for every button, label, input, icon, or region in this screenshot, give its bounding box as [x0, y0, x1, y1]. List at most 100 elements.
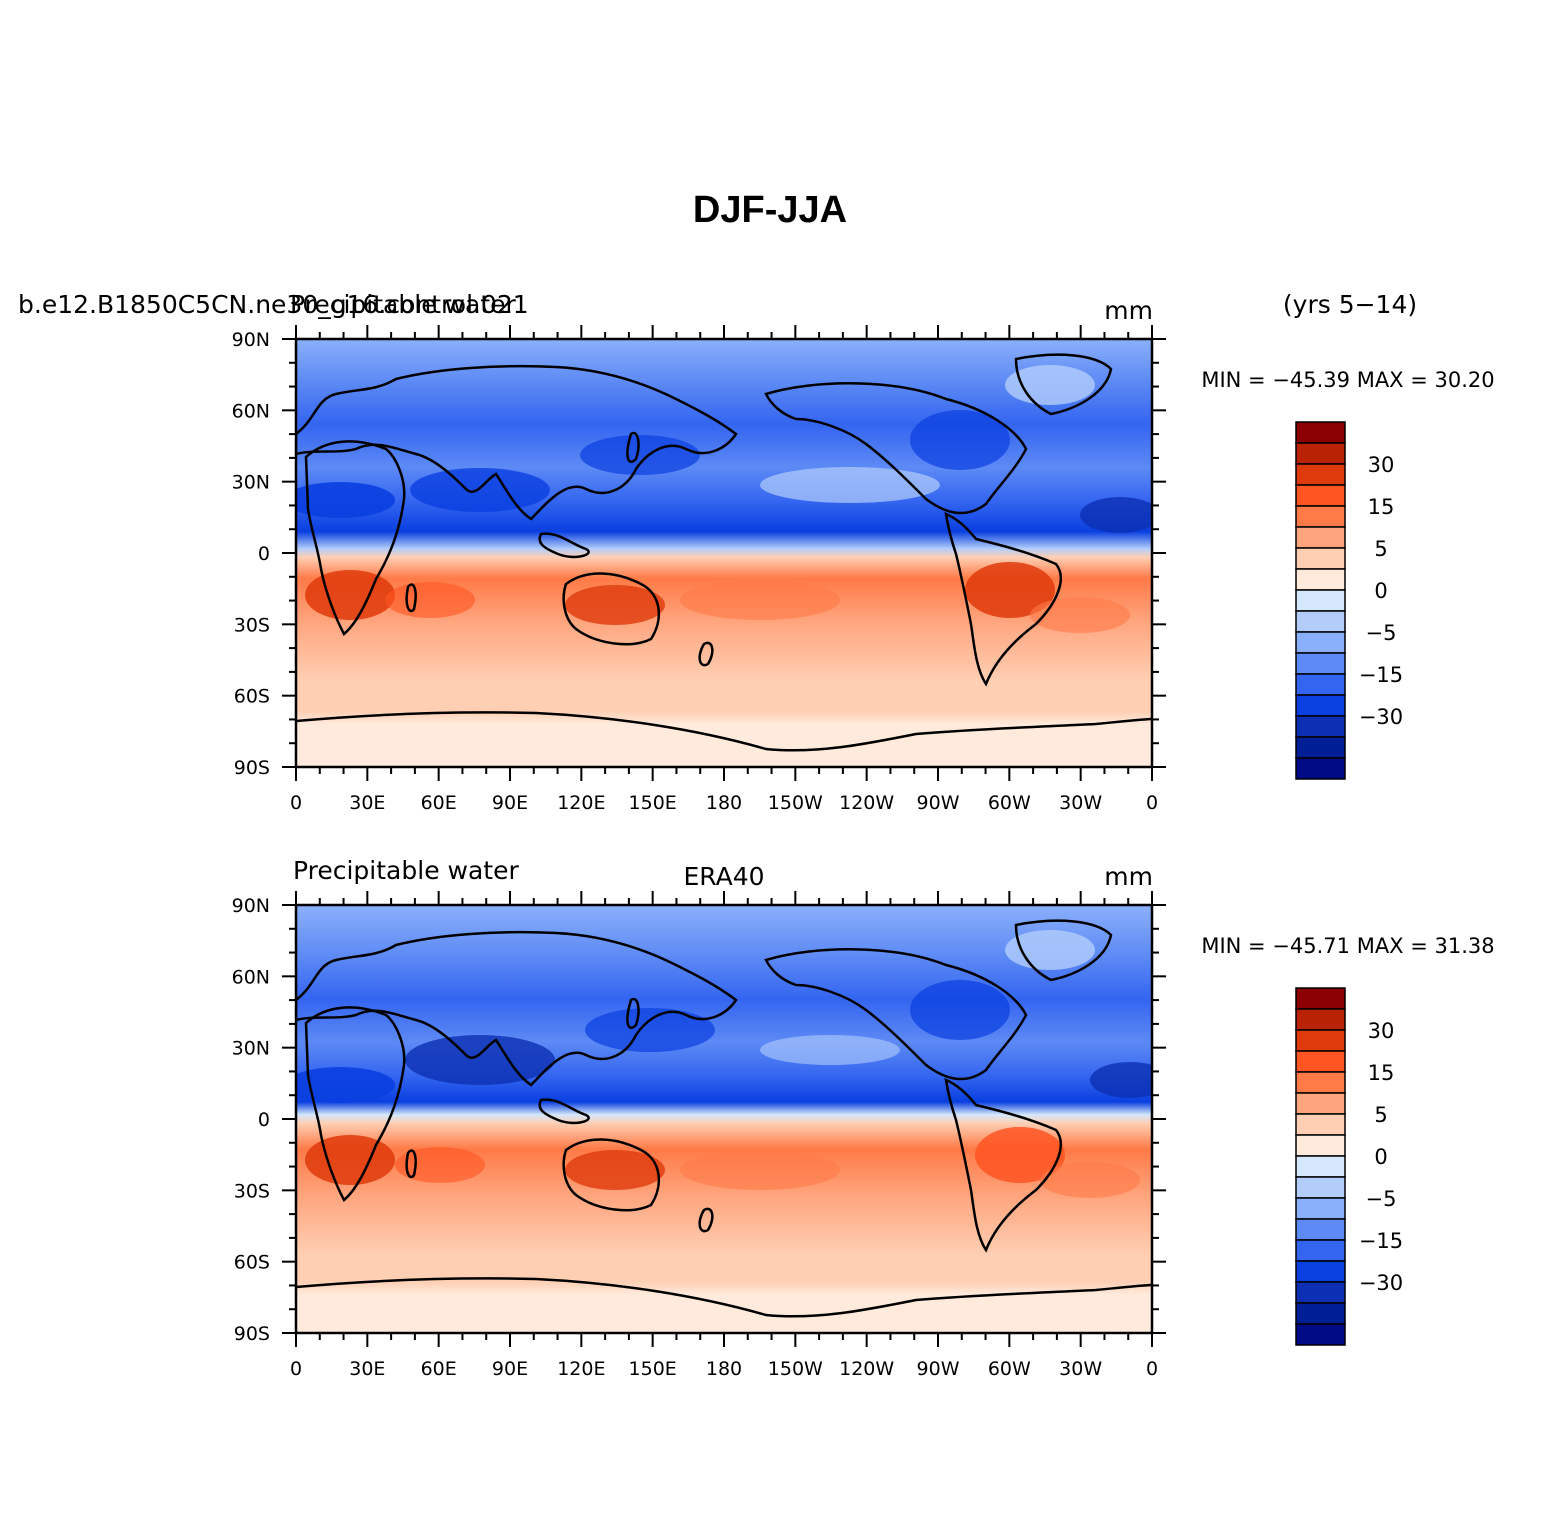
colorbar-box [1295, 673, 1346, 696]
y-tick-label: 30S [234, 614, 270, 636]
y-tick-label: 90N [232, 329, 270, 351]
colorbar-label: −30 [1359, 705, 1403, 729]
panel-1-left-title-overlap: Precipitable water [290, 290, 516, 319]
x-tick-label: 120E [557, 1358, 605, 1380]
y-tick-label: 0 [258, 543, 270, 565]
panel-1-left-title: b.e12.B1850C5CN.ne30_g16.control.021 [18, 290, 529, 319]
x-tick-label: 120W [839, 1358, 894, 1380]
colorbar-box [1295, 1134, 1346, 1157]
y-tick-label: 60S [234, 1252, 270, 1274]
panel-2-left-title: Precipitable water [293, 856, 519, 885]
y-tick-label: 0 [258, 1109, 270, 1131]
colorbar-box [1295, 715, 1346, 738]
panel-2-colorbar: 30 15 5 0 −5 −15 −30 [1295, 987, 1403, 1346]
x-tick-label: 0 [290, 792, 302, 814]
colorbar-box [1295, 736, 1346, 759]
colorbar-label: 30 [1368, 1019, 1395, 1043]
y-tick-label: 30S [234, 1180, 270, 1202]
y-tick-label: 60N [232, 400, 270, 422]
colorbar-box [1295, 610, 1346, 633]
panel-2-center-title: ERA40 [683, 862, 764, 891]
colorbar-box [1295, 1260, 1346, 1283]
colorbar-box [1295, 589, 1346, 612]
colorbar-label: 0 [1374, 1145, 1387, 1169]
x-tick-label: 90W [917, 792, 960, 814]
colorbar-label: 0 [1374, 579, 1387, 603]
colorbar-box [1295, 631, 1346, 654]
colorbar-box [1295, 421, 1346, 444]
x-tick-label: 90E [492, 1358, 528, 1380]
colorbar-box [1295, 1281, 1346, 1304]
colorbar-box [1295, 1050, 1346, 1073]
colorbar-box [1295, 568, 1346, 591]
x-tick-label: 30W [1059, 792, 1102, 814]
colorbar-label: −30 [1359, 1271, 1403, 1295]
x-tick-label: 150W [768, 792, 823, 814]
colorbar-box [1295, 1071, 1346, 1094]
colorbar-box [1295, 1239, 1346, 1262]
colorbar-box [1295, 526, 1346, 549]
colorbar-box [1295, 1008, 1346, 1031]
y-tick-label: 90S [234, 1323, 270, 1345]
x-tick-label: 30W [1059, 1358, 1102, 1380]
y-tick-label: 30N [232, 1038, 270, 1060]
colorbar-box [1295, 694, 1346, 717]
colorbar-box [1295, 1197, 1346, 1220]
y-tick-label: 60N [232, 966, 270, 988]
panel-2-map-field [296, 905, 1152, 1333]
y-tick-label: 90N [232, 895, 270, 917]
colorbar-box [1295, 1323, 1346, 1346]
colorbar-label: 15 [1368, 1061, 1395, 1085]
x-tick-label: 60W [988, 1358, 1031, 1380]
panel-1-colorbar: 30 15 5 0 −5 −15 −30 [1295, 421, 1403, 780]
colorbar-label: −15 [1359, 1229, 1403, 1253]
x-tick-label: 90W [917, 1358, 960, 1380]
panel-1-years-label: (yrs 5−14) [1283, 290, 1417, 319]
colorbar-box [1295, 484, 1346, 507]
y-tick-label: 60S [234, 686, 270, 708]
colorbar-box [1295, 1113, 1346, 1136]
panel-1: b.e12.B1850C5CN.ne30_g16.control.021 Pre… [18, 290, 1495, 814]
colorbar-label: −5 [1366, 1187, 1397, 1211]
colorbar-label: 15 [1368, 495, 1395, 519]
colorbar-box [1295, 757, 1346, 780]
x-tick-label: 60W [988, 792, 1031, 814]
y-tick-label: 90S [234, 757, 270, 779]
colorbar-box [1295, 505, 1346, 528]
figure-title: DJF-JJA [693, 189, 847, 231]
x-tick-label: 0 [290, 1358, 302, 1380]
panel-2-minmax: MIN = −45.71 MAX = 31.38 [1201, 934, 1494, 958]
colorbar-box [1295, 1155, 1346, 1178]
colorbar-box [1295, 1218, 1346, 1241]
x-tick-label: 150W [768, 1358, 823, 1380]
x-tick-label: 90E [492, 792, 528, 814]
colorbar-label: 30 [1368, 453, 1395, 477]
colorbar-box [1295, 1302, 1346, 1325]
panel-1-minmax: MIN = −45.39 MAX = 30.20 [1201, 368, 1494, 392]
x-tick-label: 60E [421, 792, 457, 814]
y-tick-label: 30N [232, 472, 270, 494]
panel-2-units: mm [1104, 862, 1153, 891]
x-tick-label: 180 [706, 1358, 742, 1380]
x-tick-label: 0 [1146, 1358, 1158, 1380]
colorbar-label: 5 [1374, 1103, 1387, 1127]
colorbar-box [1295, 1029, 1346, 1052]
x-tick-label: 0 [1146, 792, 1158, 814]
panel-1-map-field [296, 339, 1152, 767]
colorbar-label: −15 [1359, 663, 1403, 687]
colorbar-box [1295, 1176, 1346, 1199]
x-tick-label: 150E [629, 792, 677, 814]
x-tick-label: 30E [349, 792, 385, 814]
colorbar-box [1295, 1092, 1346, 1115]
x-tick-label: 120E [557, 792, 605, 814]
colorbar-label: 5 [1374, 537, 1387, 561]
colorbar-box [1295, 463, 1346, 486]
x-tick-label: 120W [839, 792, 894, 814]
panel-2: Precipitable water ERA40 mm MIN = −45.71… [232, 856, 1495, 1380]
colorbar-box [1295, 652, 1346, 675]
colorbar-box [1295, 547, 1346, 570]
x-tick-label: 60E [421, 1358, 457, 1380]
colorbar-label: −5 [1366, 621, 1397, 645]
colorbar-box [1295, 442, 1346, 465]
